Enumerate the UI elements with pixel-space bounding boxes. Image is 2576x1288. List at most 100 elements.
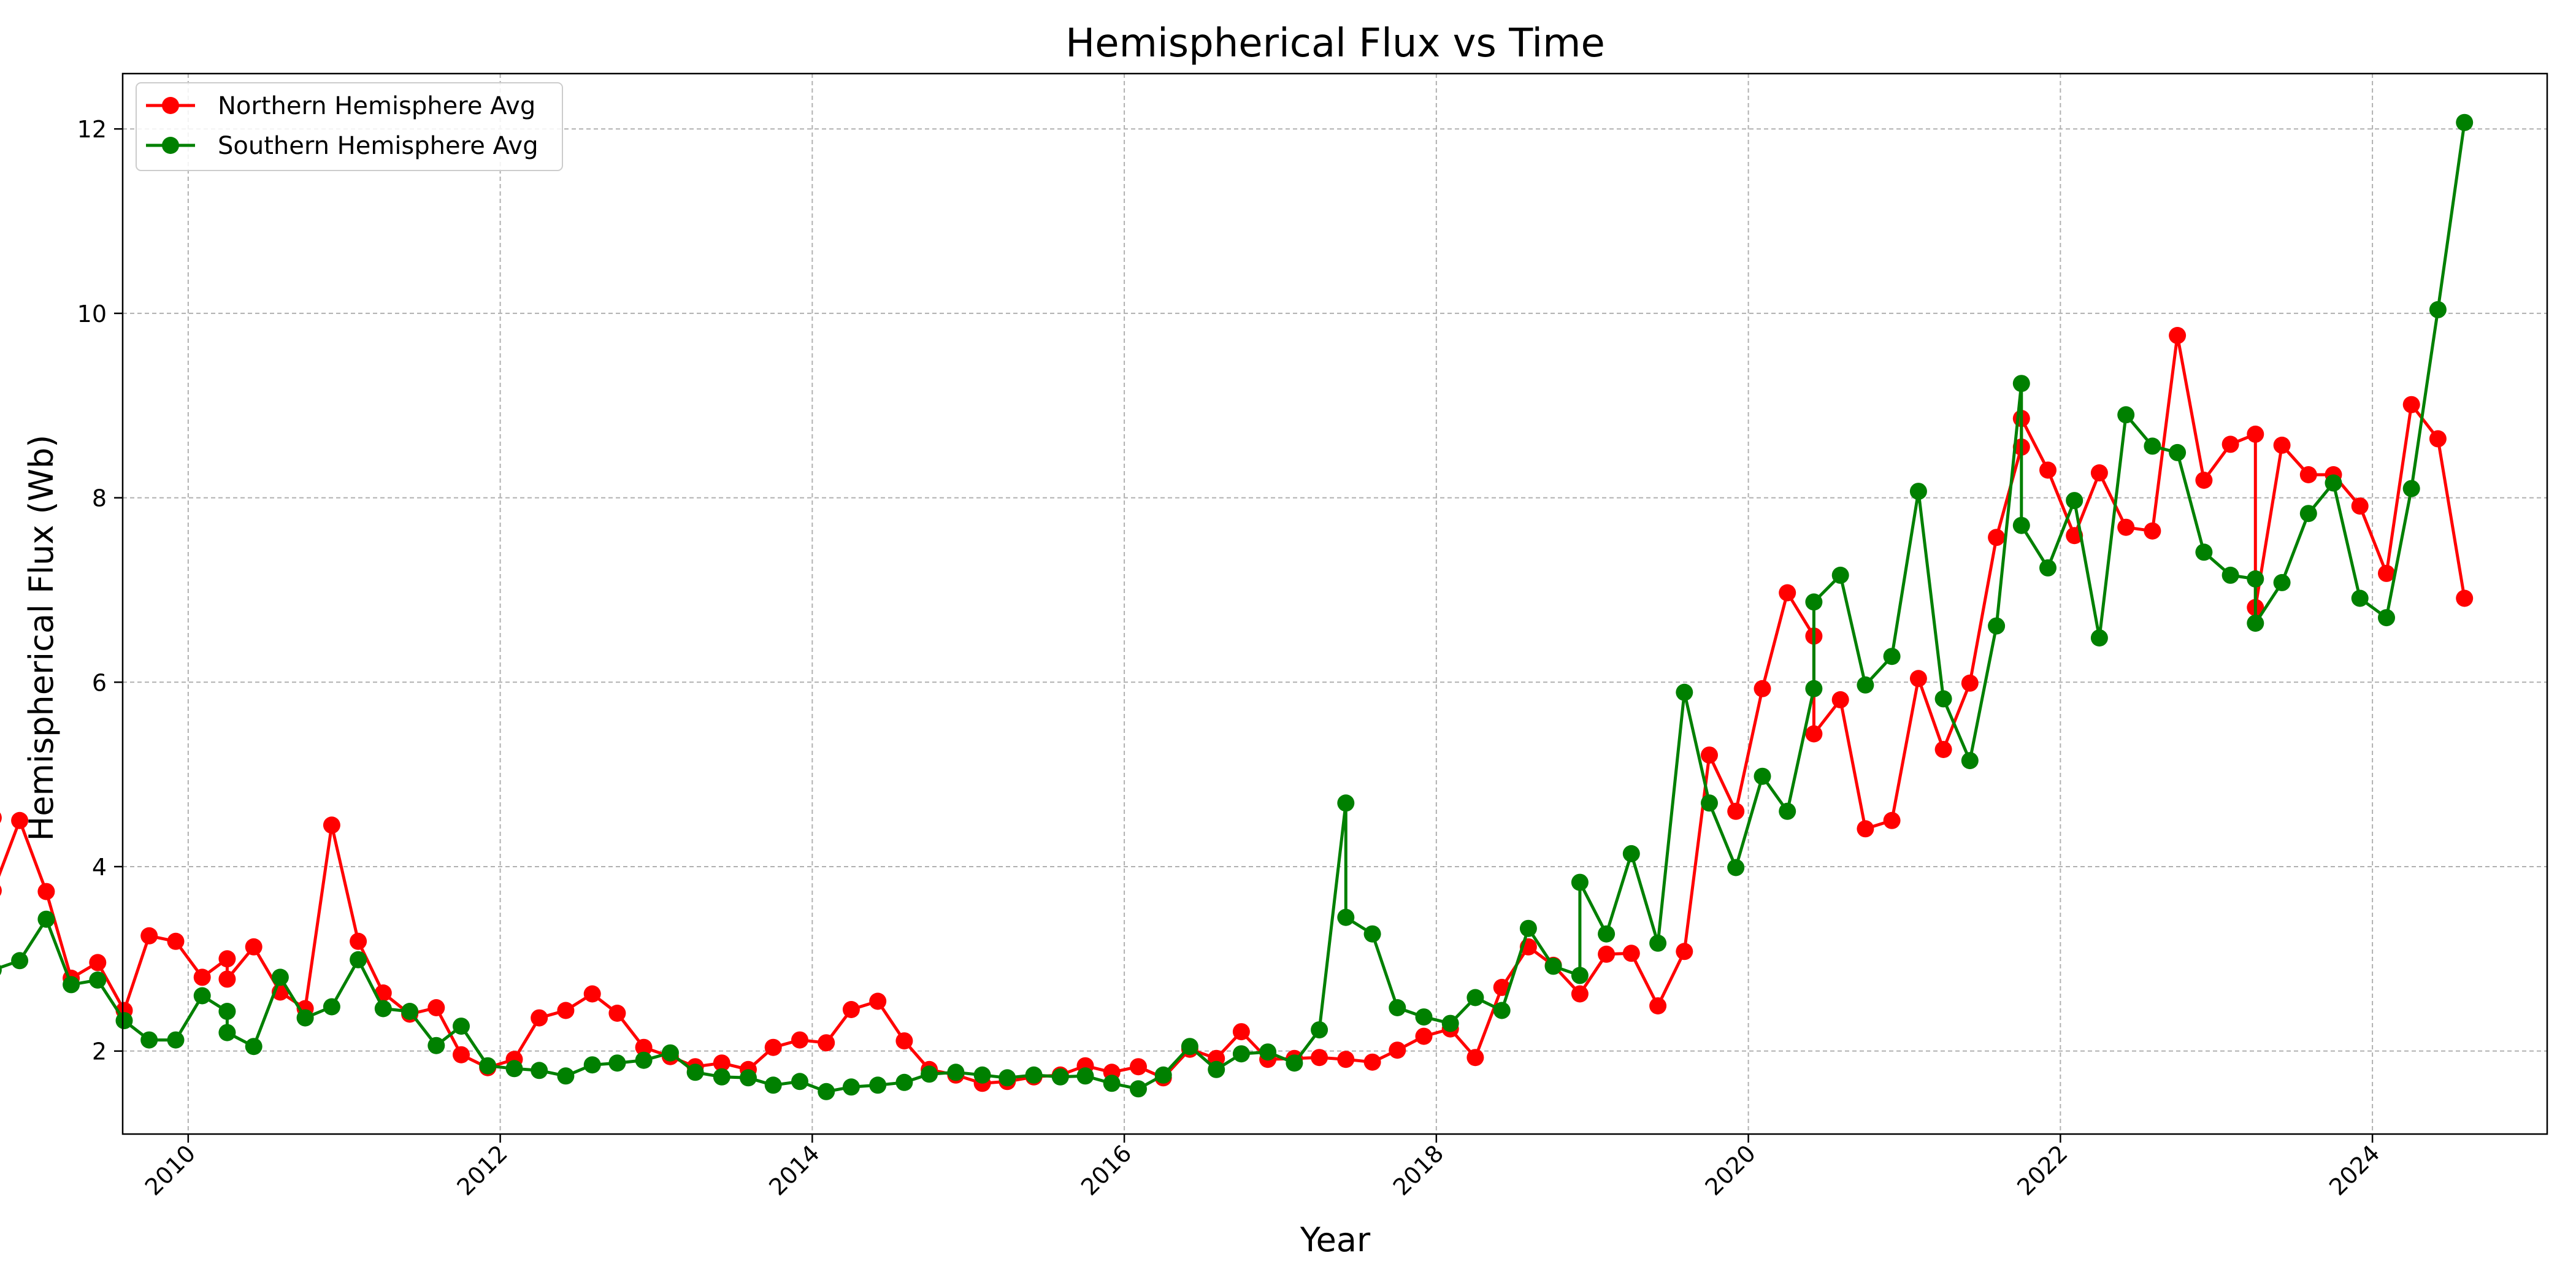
data-point-southern xyxy=(1154,1066,1172,1084)
data-point-northern xyxy=(531,1009,548,1027)
data-point-northern xyxy=(350,932,367,950)
data-point-northern xyxy=(1649,997,1667,1014)
x-tick-label: 2018 xyxy=(1388,1140,1449,1201)
data-point-southern xyxy=(115,1012,133,1030)
data-point-southern xyxy=(401,1003,419,1020)
data-point-southern xyxy=(921,1065,938,1083)
data-point-southern xyxy=(1544,957,1562,975)
series-northern xyxy=(0,327,2474,1092)
data-point-northern xyxy=(1961,674,1979,692)
data-point-southern xyxy=(1441,1014,1459,1032)
data-point-southern xyxy=(2039,559,2057,577)
data-point-southern xyxy=(1519,919,1537,937)
y-axis: 2 4 6 8 10 12 xyxy=(77,116,123,1065)
data-point-southern xyxy=(2456,113,2474,131)
data-point-northern xyxy=(0,885,2,896)
data-point-northern xyxy=(2039,461,2057,479)
data-point-northern xyxy=(1415,1027,1433,1045)
y-tick-label: 6 xyxy=(92,669,107,696)
data-point-northern xyxy=(842,1001,860,1018)
x-tick-label: 2010 xyxy=(140,1140,201,1201)
data-point-southern xyxy=(218,1003,236,1020)
data-point-southern xyxy=(2012,375,2030,393)
data-point-southern xyxy=(0,964,2,975)
data-point-northern xyxy=(713,1054,730,1072)
data-point-northern xyxy=(1883,811,1901,829)
data-point-southern xyxy=(1754,767,1771,785)
data-point-northern xyxy=(89,954,107,972)
data-point-southern xyxy=(842,1078,860,1096)
data-point-southern xyxy=(713,1068,730,1086)
data-point-northern xyxy=(1779,584,1796,602)
data-point-southern xyxy=(1208,1060,1225,1078)
data-point-southern xyxy=(63,976,80,994)
data-point-southern xyxy=(1232,1045,1250,1063)
legend-swatch-southern-marker xyxy=(162,137,179,154)
data-point-northern xyxy=(2299,466,2317,483)
data-point-southern xyxy=(505,1060,523,1078)
data-point-southern xyxy=(1701,794,1718,812)
data-point-northern xyxy=(245,938,263,956)
data-point-southern xyxy=(89,971,107,989)
data-point-southern xyxy=(895,1073,913,1091)
data-point-northern xyxy=(453,1046,470,1064)
data-point-southern xyxy=(1805,593,1823,611)
data-point-southern xyxy=(1051,1068,1069,1086)
series-line-southern xyxy=(0,122,2466,1094)
data-point-northern xyxy=(218,970,236,988)
data-point-southern xyxy=(1311,1021,1328,1039)
data-point-northern xyxy=(193,968,211,986)
y-tick-label: 2 xyxy=(92,1038,107,1065)
data-point-southern xyxy=(1130,1080,1147,1098)
data-point-northern xyxy=(1909,670,1927,688)
data-point-southern xyxy=(1831,566,1849,584)
y-tick-label: 8 xyxy=(92,485,107,512)
data-point-southern xyxy=(453,1018,470,1035)
data-point-northern xyxy=(1831,691,1849,708)
data-point-southern xyxy=(167,1031,185,1049)
data-point-northern xyxy=(1727,802,1745,820)
data-point-northern xyxy=(1701,746,1718,764)
data-point-northern xyxy=(2195,472,2213,489)
x-axis: 2010 2012 2014 2016 2018 2020 2022 2024 xyxy=(140,1134,2385,1201)
data-point-northern xyxy=(1363,1053,1381,1071)
data-point-southern xyxy=(1337,908,1355,926)
data-point-northern xyxy=(2169,327,2187,344)
data-point-southern xyxy=(1415,1008,1433,1026)
data-point-northern xyxy=(218,950,236,968)
data-point-southern xyxy=(661,1044,679,1062)
data-point-southern xyxy=(1363,925,1381,943)
data-point-northern xyxy=(1805,725,1823,743)
data-point-northern xyxy=(1988,529,2006,546)
data-point-southern xyxy=(818,1083,835,1100)
data-point-southern xyxy=(2066,492,2083,510)
data-point-southern xyxy=(1337,794,1355,812)
data-point-southern xyxy=(999,1069,1016,1087)
data-point-southern xyxy=(583,1056,601,1074)
data-point-northern xyxy=(1130,1058,1147,1076)
data-point-southern xyxy=(608,1054,626,1072)
data-point-southern xyxy=(791,1073,808,1091)
data-point-northern xyxy=(1466,1049,1484,1067)
data-point-southern xyxy=(2012,516,2030,534)
data-point-southern xyxy=(1025,1066,1043,1084)
data-point-southern xyxy=(764,1076,782,1094)
data-point-southern xyxy=(1857,676,1874,694)
data-point-northern xyxy=(2429,430,2447,448)
data-point-northern xyxy=(1232,1023,1250,1041)
data-point-southern xyxy=(2144,437,2161,455)
legend-swatch-northern-marker xyxy=(162,97,179,114)
data-point-southern xyxy=(1493,1002,1511,1019)
data-point-northern xyxy=(818,1034,835,1052)
legend-label-northern: Northern Hemisphere Avg xyxy=(218,92,535,120)
data-point-southern xyxy=(2325,474,2342,492)
data-point-northern xyxy=(764,1038,782,1056)
data-point-southern xyxy=(1259,1043,1277,1061)
x-tick-label: 2016 xyxy=(1076,1140,1137,1201)
data-point-northern xyxy=(2090,464,2108,481)
data-point-southern xyxy=(1598,925,1616,943)
y-axis-title: Hemispherical Flux (Wb) xyxy=(22,435,61,841)
data-point-southern xyxy=(869,1076,887,1094)
data-point-southern xyxy=(1779,802,1796,820)
data-point-northern xyxy=(1598,945,1616,963)
